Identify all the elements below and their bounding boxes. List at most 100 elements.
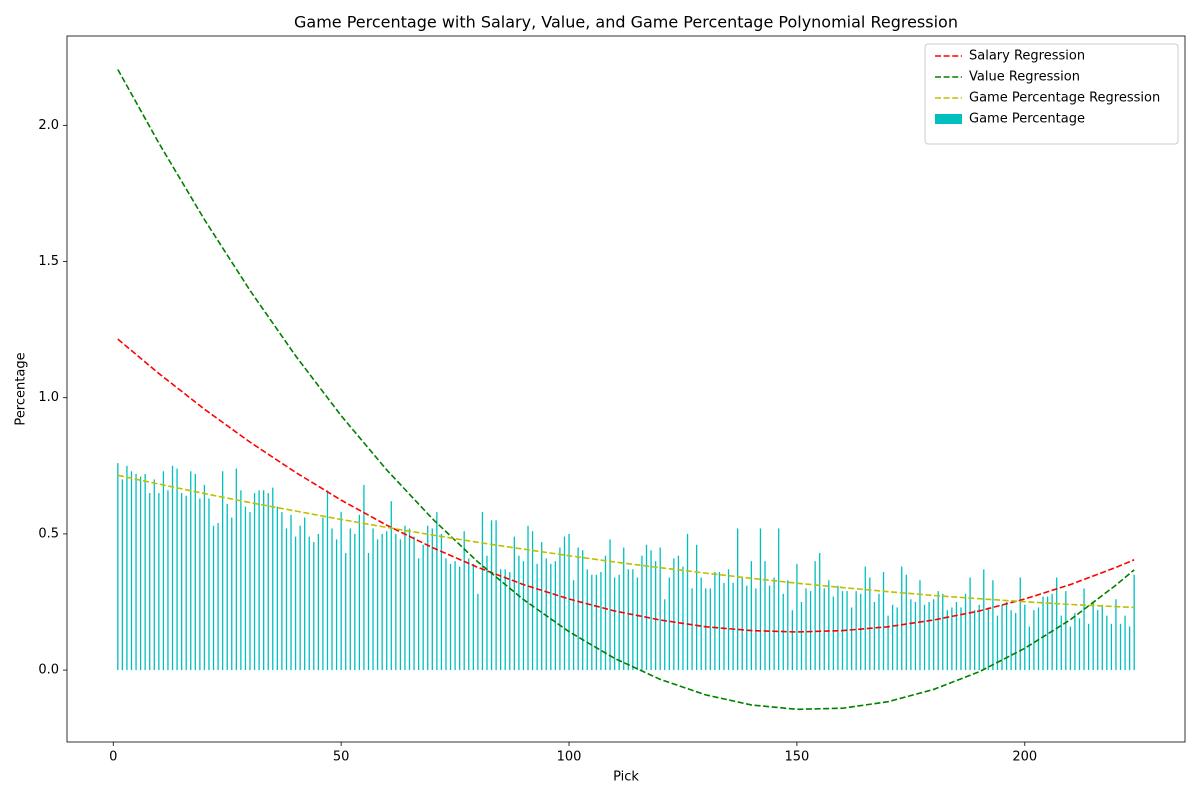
bar (372, 528, 374, 671)
bar (823, 588, 825, 671)
bar (185, 495, 187, 671)
bar (932, 599, 935, 671)
bar (1083, 588, 1085, 671)
bar (974, 610, 976, 671)
bar (153, 479, 155, 671)
bar (572, 580, 575, 671)
legend-label: Value Regression (969, 70, 1080, 85)
legend: Salary Regression Value Regression Game Pe… (924, 43, 1179, 145)
bar (832, 596, 835, 671)
legend-label: Game Percentage Regression (969, 91, 1160, 106)
bar (686, 533, 689, 671)
bar (768, 585, 771, 671)
bar (882, 572, 885, 671)
bar (787, 580, 789, 671)
bar (901, 566, 903, 671)
bar (1005, 601, 1008, 671)
bar (477, 593, 479, 671)
x-axis-label: Pick (613, 770, 639, 785)
bar (285, 528, 288, 671)
bar (1042, 596, 1044, 671)
bar (732, 582, 734, 671)
bar (673, 558, 675, 671)
bar (199, 498, 201, 671)
bar (627, 569, 629, 671)
bar (791, 610, 794, 671)
bar (554, 561, 557, 671)
bar (472, 563, 474, 671)
bar (276, 506, 278, 671)
bar (705, 588, 707, 671)
bar (322, 517, 324, 671)
bar (490, 520, 493, 671)
bar (591, 574, 593, 671)
bar (1001, 604, 1003, 671)
bar (595, 574, 598, 671)
bar (208, 498, 210, 671)
bar (600, 572, 602, 671)
bar (436, 512, 438, 671)
bar (923, 604, 926, 671)
bar (563, 536, 566, 671)
regression-line (117, 69, 1135, 711)
bar (891, 604, 894, 671)
bar (176, 468, 178, 671)
bar (167, 490, 169, 671)
bar (896, 607, 898, 671)
bar (376, 539, 379, 671)
bar (718, 572, 721, 671)
bar (1133, 574, 1135, 671)
bar (773, 577, 775, 671)
bar (144, 473, 146, 671)
bar (217, 523, 219, 671)
bar (691, 588, 693, 671)
bar (755, 588, 757, 671)
bar (682, 566, 684, 671)
bar (162, 471, 165, 671)
bar (235, 468, 237, 671)
plot-marks (117, 69, 1135, 711)
bar (249, 512, 251, 671)
legend-label: Game Percentage (969, 112, 1085, 127)
bar (381, 533, 383, 671)
bar (695, 544, 698, 671)
bar (431, 528, 433, 671)
bar (290, 514, 292, 671)
bar (304, 517, 306, 671)
bar (641, 555, 643, 671)
bar (171, 465, 174, 671)
bar (317, 533, 320, 671)
bar (445, 558, 447, 671)
legend-swatch (935, 114, 962, 124)
bar (978, 604, 980, 671)
bar (1097, 610, 1099, 671)
bar (1046, 596, 1049, 671)
bar (440, 533, 443, 671)
legend-box (924, 43, 1179, 145)
bar (946, 610, 948, 671)
bar (126, 465, 128, 671)
bar (422, 544, 424, 671)
bar (764, 561, 766, 671)
x-tick-label: 200 (1012, 750, 1037, 765)
bar (349, 528, 351, 671)
bar (367, 552, 370, 671)
bar (1028, 626, 1031, 671)
bar (618, 574, 620, 671)
bar (395, 533, 397, 671)
bar (860, 593, 862, 671)
bar (308, 536, 310, 671)
bar (727, 569, 730, 671)
y-tick-label: 1.0 (38, 390, 59, 405)
bar (814, 561, 816, 671)
bar (258, 490, 260, 671)
bar (1037, 607, 1040, 671)
bar (983, 569, 985, 671)
bar (203, 484, 206, 671)
bar (914, 601, 917, 671)
bar (942, 593, 944, 671)
bar (850, 607, 853, 671)
bar (1019, 577, 1021, 671)
bar (650, 550, 652, 671)
